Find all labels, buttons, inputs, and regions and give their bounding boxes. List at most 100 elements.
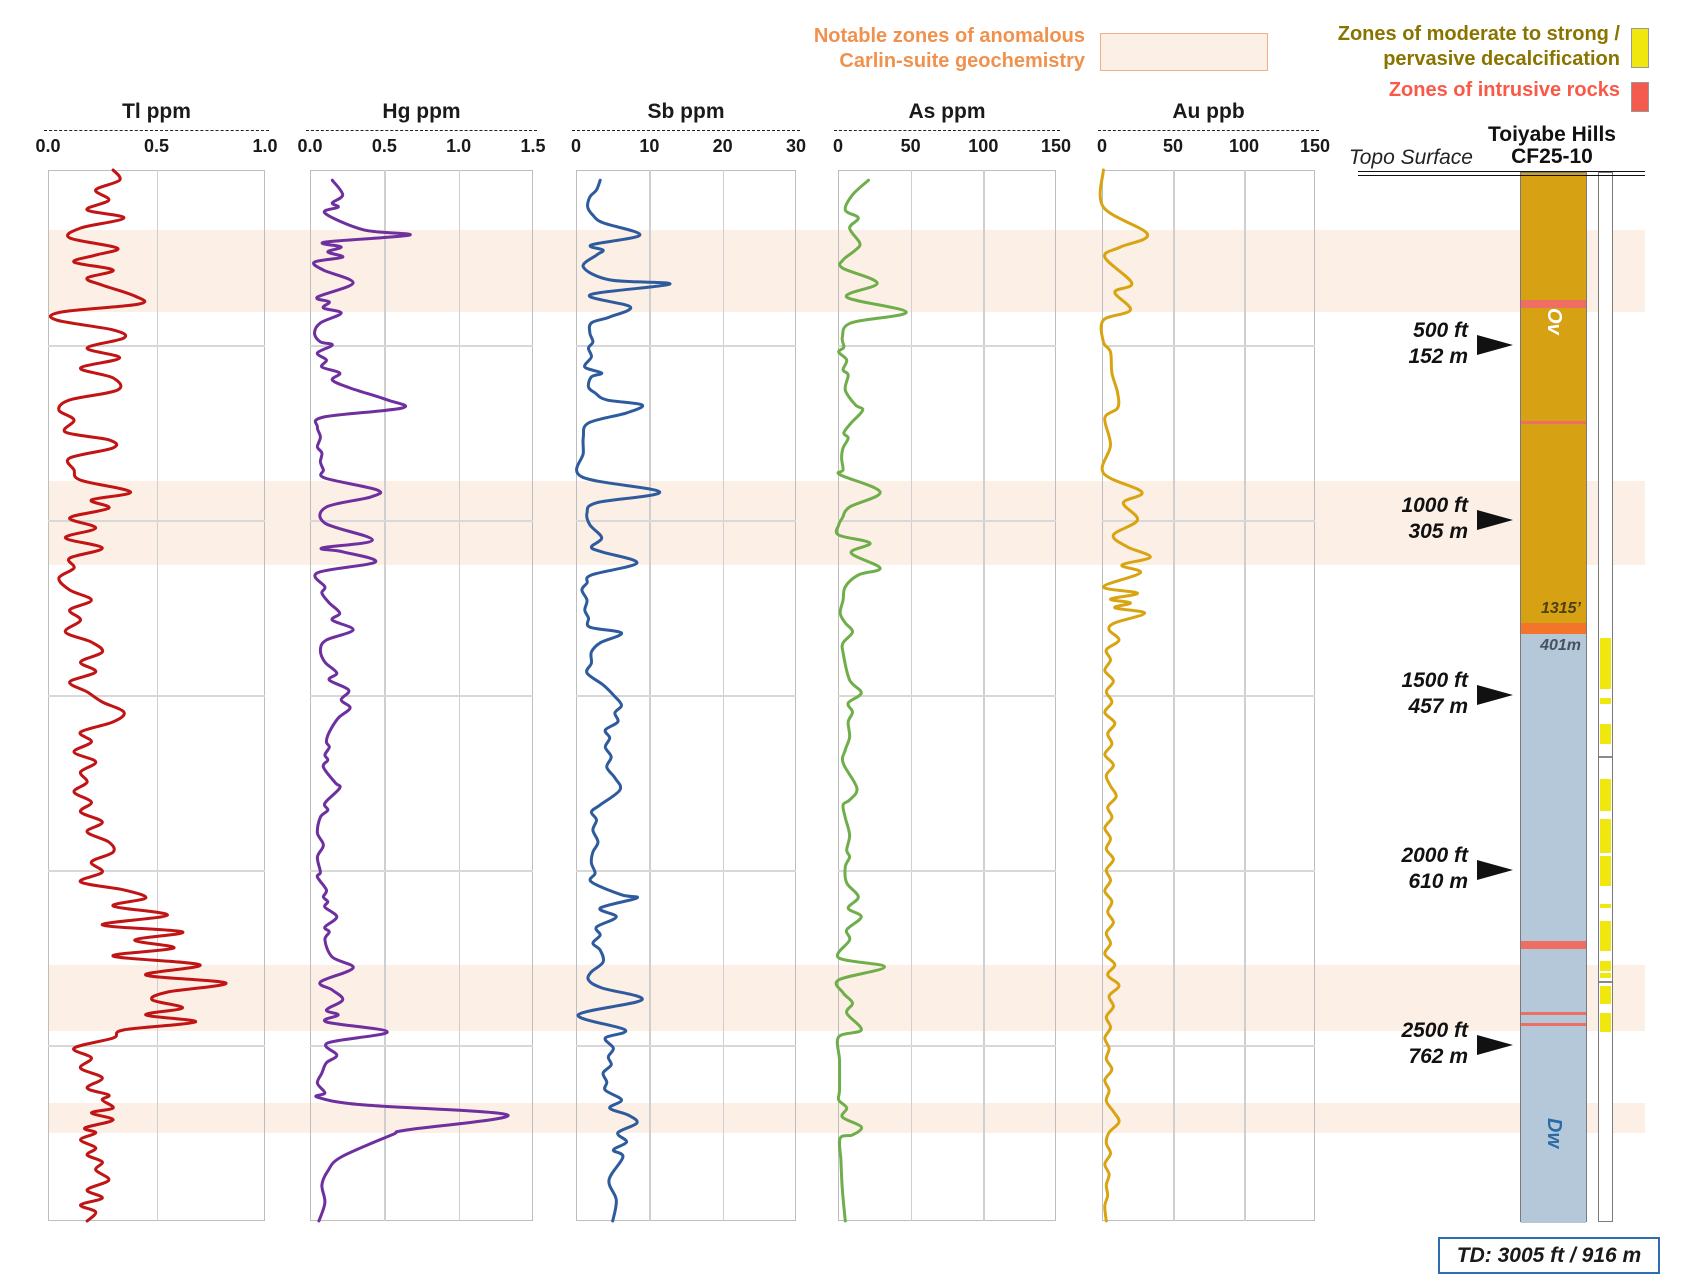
depth-tick-ft: 1500 ft <box>1401 669 1468 692</box>
intrusive-stripe <box>1521 622 1586 635</box>
decalc-zone-block <box>1600 778 1611 812</box>
depth-tick-label-1500: 1500 ft 457 m <box>1401 668 1468 720</box>
hgridline-as-2500 <box>838 1045 1056 1047</box>
decalc-legend-line2: pervasive decalcification <box>1383 48 1620 70</box>
axis-tick-sb-20: 20 <box>712 136 733 156</box>
intrusive-stripe <box>1521 1012 1586 1016</box>
depth-tick-m: 152 m <box>1408 345 1468 368</box>
hgridline-as-500 <box>838 345 1056 347</box>
decalc-zone-block <box>1600 903 1611 909</box>
decalc-zone-block <box>1600 921 1611 952</box>
decalc-zone-block <box>1600 818 1611 854</box>
decalc-gray-tick <box>1599 755 1612 758</box>
hgridline-hg-2500 <box>310 1045 533 1047</box>
track-scale-dash-sb <box>572 130 800 131</box>
axis-tick-tl-0.0: 0.0 <box>35 136 61 156</box>
hgridline-sb-1500 <box>576 695 796 697</box>
intrusive-stripe <box>1521 1022 1586 1027</box>
depth-tick-m: 762 m <box>1408 1045 1468 1068</box>
hgridline-sb-2500 <box>576 1045 796 1047</box>
intrusive-zone-swatch <box>1631 82 1649 112</box>
track-scale-dash-as <box>834 130 1060 131</box>
total-depth-label: TD: 3005 ft / 916 m <box>1456 1243 1642 1267</box>
axis-tick-au-150: 150 <box>1299 136 1331 156</box>
decalc-zone-block <box>1600 724 1611 744</box>
hgridline-hg-1000 <box>310 520 533 522</box>
carlin-zone-swatch <box>1100 33 1268 71</box>
depth-tick-ft: 2500 ft <box>1401 1019 1468 1042</box>
intrusive-stripe <box>1521 420 1586 425</box>
intrusive-stripe <box>1521 941 1586 950</box>
hgridline-au-1500 <box>1102 695 1315 697</box>
axis-tick-as-150: 150 <box>1040 136 1072 156</box>
hgridline-tl-1000 <box>48 520 265 522</box>
axis-tick-tl-0.5: 0.5 <box>143 136 170 156</box>
carlin-legend-line2: Carlin-suite geochemistry <box>839 50 1085 72</box>
hgridline-au-1000 <box>1102 520 1315 522</box>
lithology-column: Ov Dw <box>1520 172 1587 1223</box>
depth-tick-arrow-1500 <box>1477 685 1513 705</box>
axis-tick-au-0: 0 <box>1096 136 1107 156</box>
depth-tick-arrow-2500 <box>1477 1035 1513 1055</box>
track-title-sb: Sb ppm <box>647 100 725 123</box>
hgridline-sb-500 <box>576 345 796 347</box>
hgridline-au-500 <box>1102 345 1315 347</box>
decalc-zone-block <box>1600 855 1611 887</box>
axis-tick-hg-1.5: 1.5 <box>520 136 546 156</box>
carlin-legend-label: Notable zones of anomalous Carlin-suite … <box>814 24 1085 74</box>
hgridline-tl-1500 <box>48 695 265 697</box>
track-scale-dash-au <box>1098 130 1319 131</box>
hgridline-as-1500 <box>838 695 1056 697</box>
axis-tick-au-100: 100 <box>1228 136 1260 156</box>
hgridline-tl-2500 <box>48 1045 265 1047</box>
axis-tick-sb-30: 30 <box>785 136 807 156</box>
hgridline-hg-1500 <box>310 695 533 697</box>
decalc-zone-block <box>1600 698 1611 705</box>
depth-tick-label-2000: 2000 ft 610 m <box>1401 843 1468 895</box>
axis-tick-au-50: 50 <box>1162 136 1184 156</box>
depth-tick-arrow-1000 <box>1477 510 1513 530</box>
track-title-tl: Tl ppm <box>122 100 191 123</box>
decalc-zone-swatch <box>1631 28 1649 68</box>
depth-tick-label-1000: 1000 ft 305 m <box>1401 493 1468 545</box>
decalc-gray-tick <box>1599 980 1612 983</box>
hole-title-line2: CF25-10 <box>1511 145 1593 168</box>
hgridline-as-1000 <box>838 520 1056 522</box>
decalc-legend-line1: Zones of moderate to strong / <box>1337 23 1620 45</box>
depth-tick-ft: 500 ft <box>1413 319 1468 342</box>
track-title-hg: Hg ppm <box>382 100 461 123</box>
carlin-legend-line1: Notable zones of anomalous <box>813 25 1085 47</box>
axis-tick-as-0: 0 <box>832 136 843 156</box>
contact-depth-ft-label: 1315’ <box>1540 599 1581 617</box>
track-title-as: As ppm <box>908 100 986 123</box>
hgridline-au-2500 <box>1102 1045 1315 1047</box>
axis-tick-hg-1.0: 1.0 <box>446 136 472 156</box>
depth-tick-m: 610 m <box>1408 870 1468 893</box>
hgridline-hg-500 <box>310 345 533 347</box>
lith-unit-label-Dw: Dw <box>1543 1118 1565 1148</box>
intrusive-legend-label: Zones of intrusive rocks <box>1389 78 1620 103</box>
decalc-zone-block <box>1600 986 1611 1004</box>
depth-tick-label-500: 500 ft 152 m <box>1408 318 1468 370</box>
lith-unit-label-Ov: Ov <box>1543 308 1565 335</box>
intrusive-stripe <box>1521 300 1586 308</box>
track-title-au: Au ppb <box>1172 100 1245 123</box>
depth-tick-ft: 2000 ft <box>1401 844 1468 867</box>
decalc-zone-block <box>1600 972 1611 979</box>
axis-tick-tl-1.0: 1.0 <box>252 136 278 156</box>
topo-surface-label: Topo Surface <box>1348 146 1473 169</box>
axis-tick-as-100: 100 <box>968 136 999 156</box>
hgridline-hg-2000 <box>310 870 533 872</box>
topo-surface-line <box>1358 171 1645 176</box>
depth-tick-arrow-500 <box>1477 335 1513 355</box>
lith-unit-Ov <box>1521 173 1586 624</box>
depth-tick-m: 305 m <box>1408 520 1468 543</box>
hole-title: Toiyabe Hills CF25-10 <box>1452 124 1652 168</box>
depth-tick-arrow-2000 <box>1477 860 1513 880</box>
depth-tick-label-2500: 2500 ft 762 m <box>1401 1018 1468 1070</box>
depth-tick-ft: 1000 ft <box>1401 494 1468 517</box>
hgridline-au-2000 <box>1102 870 1315 872</box>
track-scale-dash-hg <box>306 130 537 131</box>
decalc-zone-block <box>1600 960 1611 972</box>
